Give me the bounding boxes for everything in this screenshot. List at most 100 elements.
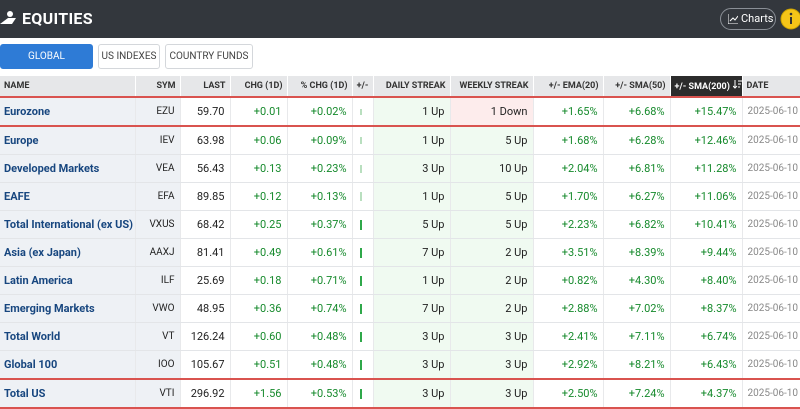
fund-name[interactable]: Total US xyxy=(0,378,136,409)
trend-bar xyxy=(359,247,362,258)
table-cell: +6.28% xyxy=(603,126,671,155)
table-row[interactable]: Europe IEV 63.98 +0.06 +0.09% 1 Up 5 Up +1.68% +… xyxy=(0,126,800,155)
charts-button[interactable]: Charts xyxy=(720,8,776,30)
table-row[interactable]: Global 100 IOO 105.67 +0.51 +0.48% 3 Up 3 Up +2… xyxy=(0,350,800,380)
table-cell: +8.39% xyxy=(603,238,671,267)
table-cell: +4.37% xyxy=(670,378,743,409)
table-cell: 2025-06-10 xyxy=(742,266,800,295)
table-row[interactable]: Emerging Markets VWO 48.95 +0.36 +0.74% 7 Up 2… xyxy=(0,294,800,323)
table-cell: +8.40% xyxy=(670,266,743,295)
table-cell: 5 Up xyxy=(373,210,451,239)
table-cell: 1 Up xyxy=(373,266,451,295)
table-row[interactable]: Eurozone EZU 59.70 +0.01 +0.02% 1 Up 1 Down +1.… xyxy=(0,96,800,127)
fund-name[interactable]: Emerging Markets xyxy=(0,294,136,323)
table-cell: +4.30% xyxy=(603,266,671,295)
trend-bar xyxy=(359,388,362,399)
table-cell: IEV xyxy=(135,126,181,155)
table-cell: 5 Up xyxy=(450,182,534,211)
fund-name[interactable]: Eurozone xyxy=(0,96,136,127)
table-cell: 7 Up xyxy=(373,238,451,267)
fund-name[interactable]: Global 100 xyxy=(0,350,136,380)
table-cell: +1.70% xyxy=(533,182,604,211)
table-cell: +0.82% xyxy=(533,266,604,295)
column-header[interactable]: % CHG (1D) xyxy=(287,76,353,97)
column-header[interactable]: NAME xyxy=(0,76,136,97)
fund-name[interactable]: Europe xyxy=(0,126,136,155)
table-row[interactable]: Latin America ILF 25.69 +0.18 +0.71% 1 Up 2 Up… xyxy=(0,266,800,295)
table-cell: +1.65% xyxy=(533,96,604,127)
table-row[interactable]: EAFE EFA 89.85 +0.12 +0.13% 1 Up 5 Up +1.70% +6.… xyxy=(0,182,800,211)
tab[interactable]: GLOBAL SNAPSHOT xyxy=(0,44,93,85)
table-row[interactable]: Total World VT 126.24 +0.60 +0.48% 3 Up 3 Up +2… xyxy=(0,322,800,351)
table-row[interactable]: Asia (ex Japan) AAXJ 81.41 +0.49 +0.61% 7 Up 2… xyxy=(0,238,800,267)
column-header[interactable]: WEEKLY STREAK xyxy=(450,76,534,97)
table-row[interactable]: Total US VTI 296.92 +1.56 +0.53% 3 Up 3 Up +2.5… xyxy=(0,378,800,409)
fund-name[interactable]: Total International (ex US) xyxy=(0,210,136,239)
table-cell: EFA xyxy=(135,182,181,211)
table-body: Eurozone EZU 59.70 +0.01 +0.02% 1 Up 1 Down +1.… xyxy=(0,96,800,409)
table-cell: 68.42 xyxy=(180,210,231,239)
table-cell: +0.23% xyxy=(287,154,353,183)
table-cell: 7 Up xyxy=(373,294,451,323)
table-cell: +3.51% xyxy=(533,238,604,267)
table-cell: 81.41 xyxy=(180,238,231,267)
table-cell: VXUS xyxy=(135,210,181,239)
fund-name[interactable]: Developed Markets xyxy=(0,154,136,183)
trend-bar xyxy=(359,192,362,201)
table-cell: +0.48% xyxy=(287,322,353,351)
table-cell: 3 Up xyxy=(373,322,451,351)
table-cell: +0.12 xyxy=(230,182,288,211)
table-cell: 10 Up xyxy=(450,154,534,183)
table-cell: 2025-06-10 xyxy=(742,294,800,323)
table-cell: +0.48% xyxy=(287,350,353,380)
table-cell: +7.02% xyxy=(603,294,671,323)
table-cell: 1 Up xyxy=(373,126,451,155)
table-row[interactable]: Developed Markets VEA 56.43 +0.13 +0.23% 3 Up… xyxy=(0,154,800,183)
trend-bar xyxy=(359,219,362,230)
table-cell: 3 Up xyxy=(450,378,534,409)
table-cell: +0.13% xyxy=(287,182,353,211)
column-header[interactable]: DAILY STREAK xyxy=(373,76,451,97)
tab[interactable]: US INDEXES xyxy=(98,44,160,69)
trend-cell xyxy=(352,238,374,267)
logo-icon xyxy=(0,11,16,24)
table-cell: 56.43 xyxy=(180,154,231,183)
table-cell: VT xyxy=(135,322,181,351)
trend-cell xyxy=(352,96,374,127)
column-header[interactable]: CHG (1D) xyxy=(230,76,288,97)
table-cell: 105.67 xyxy=(180,350,231,380)
table-cell: AAXJ xyxy=(135,238,181,267)
table-row[interactable]: Total International (ex US) VXUS 68.42 +0.2… xyxy=(0,210,800,239)
table-cell: +0.06 xyxy=(230,126,288,155)
trend-cell xyxy=(352,378,374,409)
table-cell: +0.53% xyxy=(287,378,353,409)
table-cell: 3 Up xyxy=(373,350,451,380)
table-cell: 2025-06-10 xyxy=(742,126,800,155)
trend-cell xyxy=(352,210,374,239)
table-cell: ILF xyxy=(135,266,181,295)
table-cell: +0.74% xyxy=(287,294,353,323)
table-cell: 2 Up xyxy=(450,266,534,295)
info-button[interactable] xyxy=(780,8,800,30)
fund-name[interactable]: Latin America xyxy=(0,266,136,295)
fund-name[interactable]: EAFE xyxy=(0,182,136,211)
fund-name[interactable]: Asia (ex Japan) xyxy=(0,238,136,267)
table-cell: 3 Up xyxy=(450,350,534,380)
column-header[interactable]: +/- xyxy=(352,76,374,97)
table-cell: +6.81% xyxy=(603,154,671,183)
table-cell: +0.49 xyxy=(230,238,288,267)
table-cell: 2025-06-10 xyxy=(742,322,800,351)
column-header[interactable]: +/- EMA(20) xyxy=(533,76,604,97)
table-cell: +7.11% xyxy=(603,322,671,351)
column-header[interactable]: LAST xyxy=(180,76,231,97)
tab[interactable]: COUNTRY FUNDS xyxy=(165,44,253,69)
column-header[interactable]: SYM xyxy=(135,76,181,97)
table-cell: +7.24% xyxy=(603,378,671,409)
table-cell: +6.82% xyxy=(603,210,671,239)
column-header[interactable]: +/- SMA(50) xyxy=(603,76,671,97)
fund-name[interactable]: Total World xyxy=(0,322,136,351)
column-header[interactable]: +/- SMA(200) xyxy=(670,76,743,97)
table-cell: IOO xyxy=(135,350,181,380)
data-table: NAME SYM LAST CHG (1D)% CHG (1D) +/- DAILY ST… xyxy=(0,76,800,409)
column-header[interactable]: DATE xyxy=(742,76,800,97)
